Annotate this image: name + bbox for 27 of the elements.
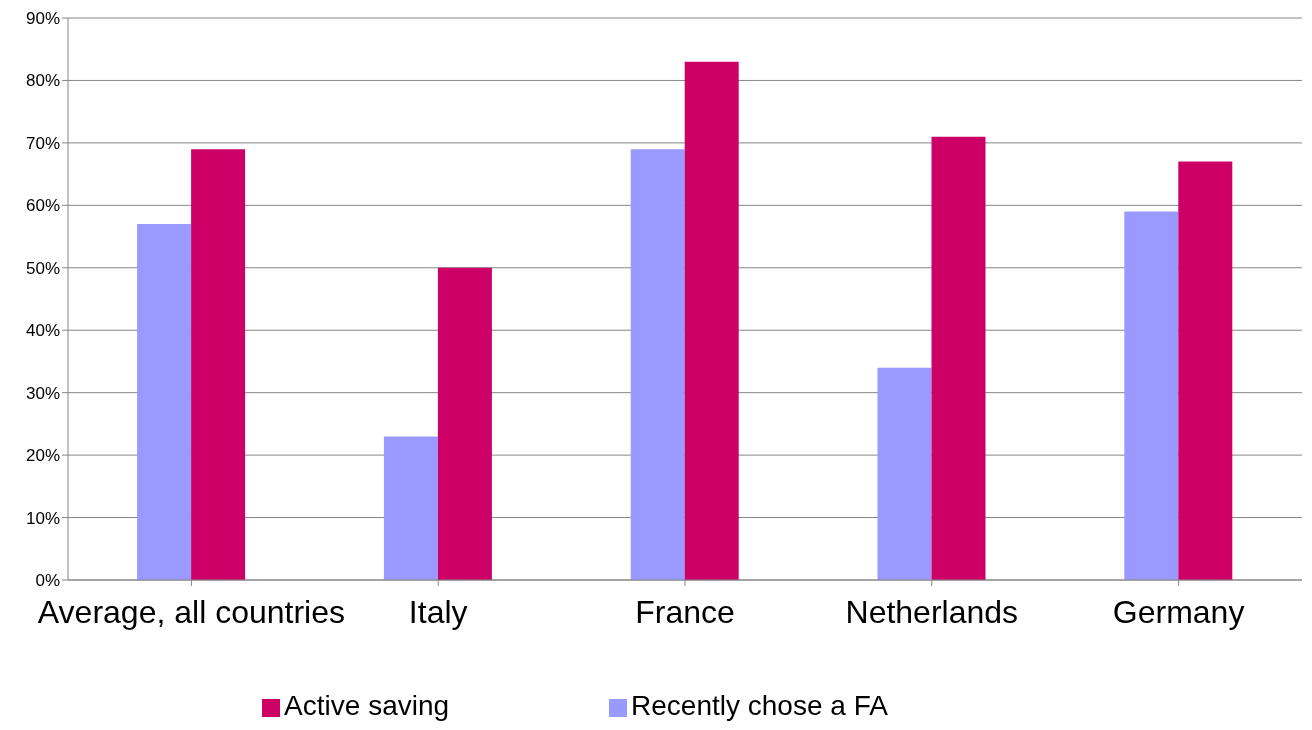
y-tick-label: 30% — [25, 383, 60, 403]
bar — [383, 436, 438, 580]
y-tick-label: 90% — [25, 9, 60, 29]
bar — [684, 61, 739, 580]
bar — [1124, 211, 1179, 580]
y-tick-label: 0% — [35, 571, 60, 591]
y-tick-label: 10% — [25, 508, 60, 528]
bar — [931, 136, 986, 580]
y-tick-label: 60% — [25, 196, 60, 216]
bar — [877, 367, 932, 580]
y-tick-label: 50% — [25, 258, 60, 278]
x-tick-label: Average, all countries — [37, 593, 345, 630]
legend-label: Recently chose a FA — [631, 690, 888, 721]
bar — [630, 149, 685, 580]
bar — [137, 224, 192, 580]
x-tick-label: Italy — [408, 593, 468, 630]
y-tick-label: 20% — [25, 446, 60, 466]
bar — [191, 149, 246, 580]
x-tick-label: France — [635, 593, 735, 630]
y-tick-label: 40% — [25, 321, 60, 341]
x-tick-label: Germany — [1112, 593, 1245, 630]
y-tick-label: 70% — [25, 133, 60, 153]
bar — [1178, 161, 1233, 580]
legend-label: Active saving — [284, 690, 450, 721]
x-tick-label: Netherlands — [845, 593, 1019, 630]
bar — [437, 267, 492, 580]
y-tick-label: 80% — [25, 71, 60, 91]
